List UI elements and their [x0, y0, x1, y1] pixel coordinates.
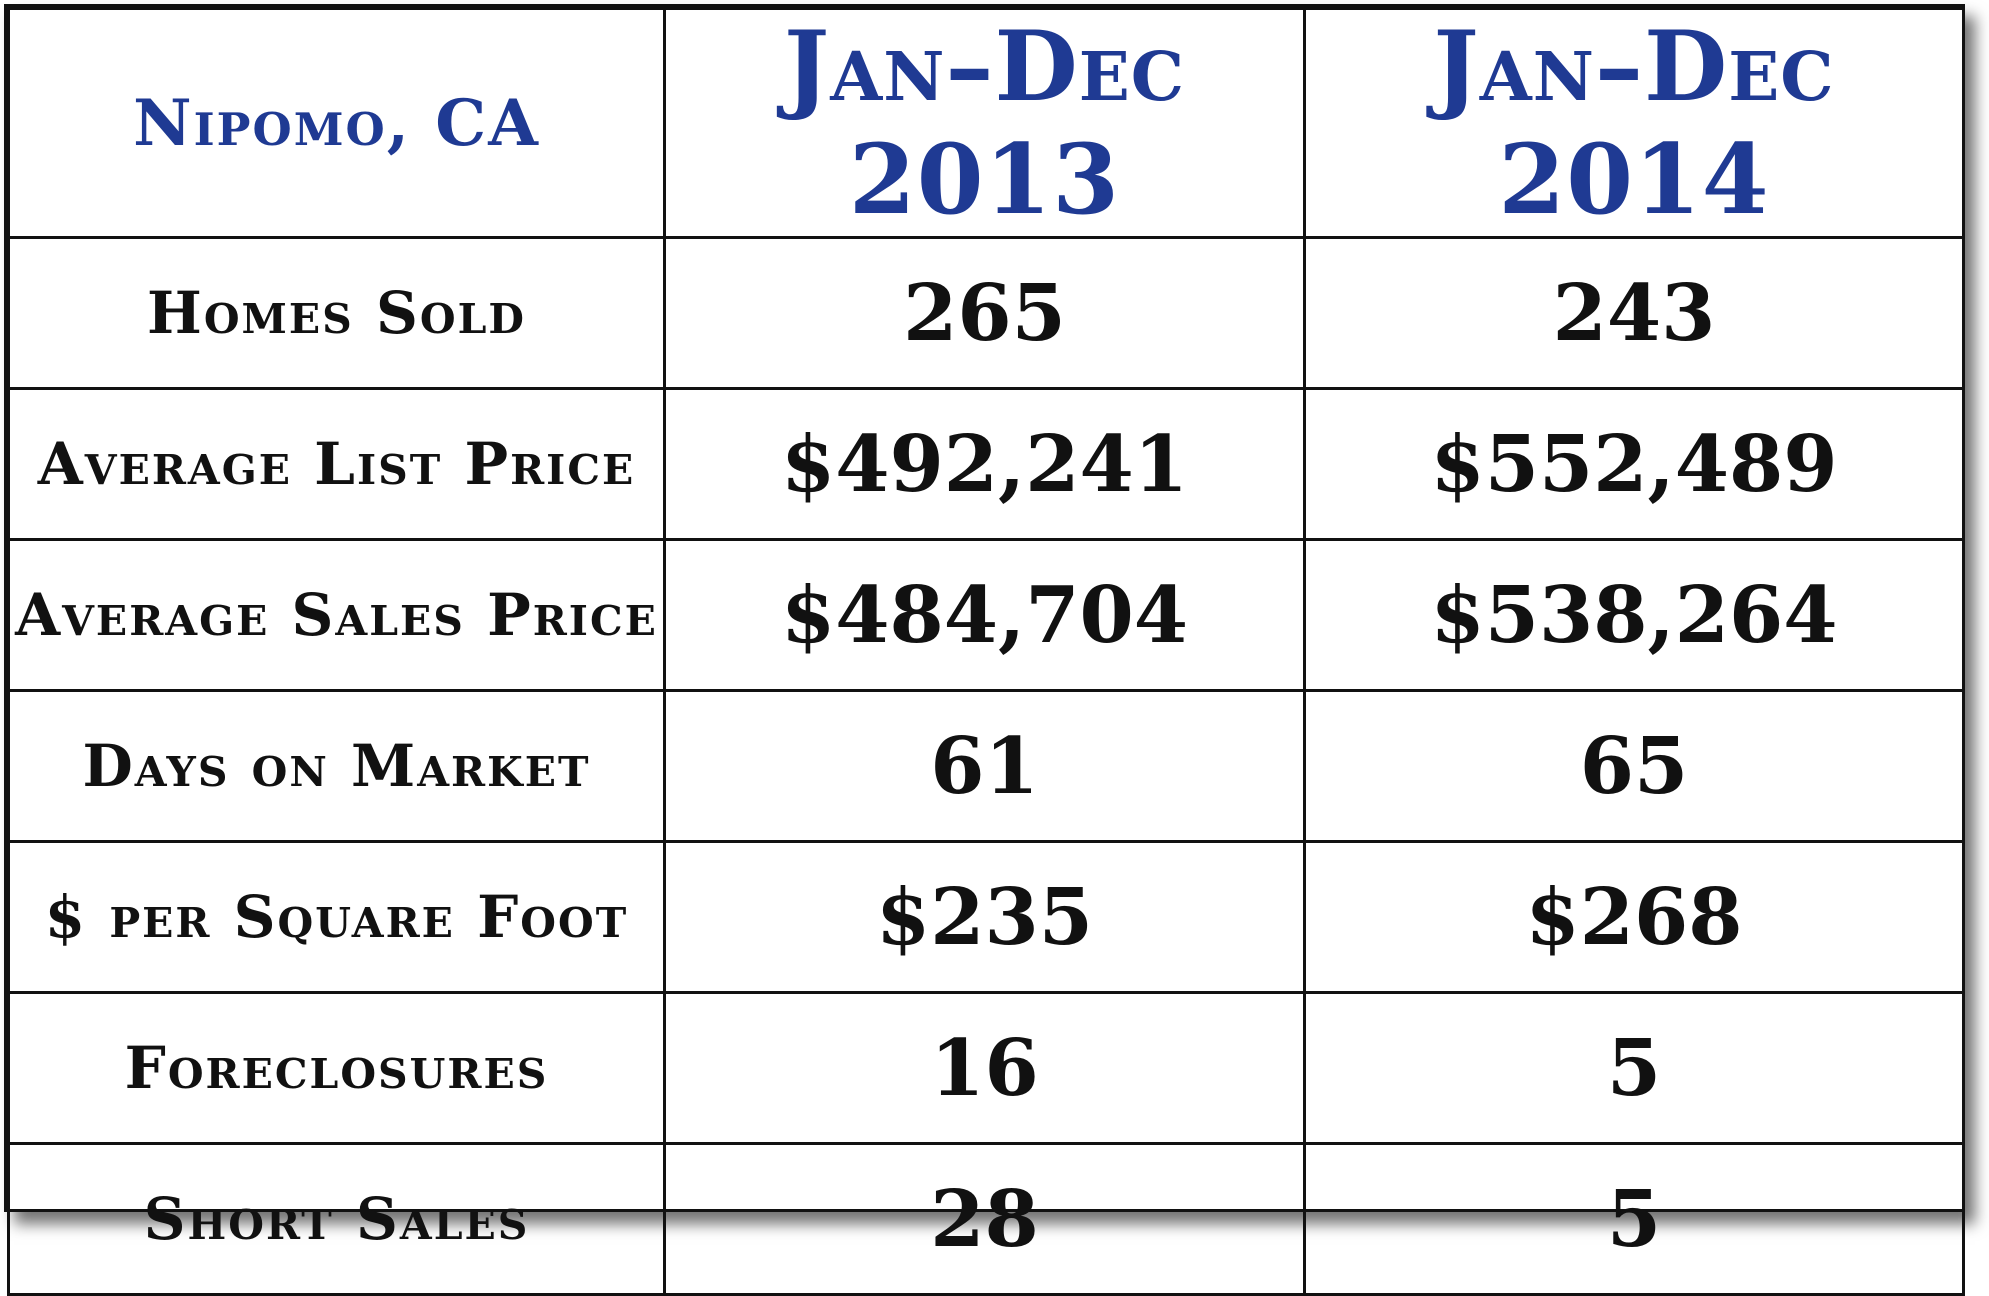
value-2014: 243 [1552, 267, 1716, 359]
value-2014-cell: 5 [1303, 1142, 1965, 1296]
metric-label: Average List Price [37, 430, 636, 498]
value-2013: $492,241 [780, 418, 1189, 510]
metric-label: Homes Sold [147, 279, 526, 347]
period-2013-label: Jan–Dec 2013 [783, 10, 1186, 236]
value-2014-cell: 243 [1303, 236, 1965, 390]
value-2013: $235 [875, 871, 1094, 963]
table-row: Homes Sold 265 243 [7, 236, 1965, 390]
value-2014: 65 [1579, 720, 1689, 812]
metric-label: Average Sales Price [15, 581, 658, 649]
location-header: Nipomo, CA [7, 7, 666, 239]
table-row: Average Sales Price $484,704 $538,264 [7, 538, 1965, 692]
value-2014-cell: $538,264 [1303, 538, 1965, 692]
value-2014: 5 [1606, 1022, 1662, 1114]
table-row: Foreclosures 16 5 [7, 991, 1965, 1145]
value-2013-cell: 28 [663, 1142, 1306, 1296]
value-2014-cell: 5 [1303, 991, 1965, 1145]
market-stats-table-container: Nipomo, CA Jan–Dec 2013 Jan–Dec 2014 Hom… [4, 4, 1965, 1296]
value-2014: $538,264 [1430, 569, 1838, 661]
value-2013: 61 [930, 720, 1039, 812]
metric-label: Days on Market [82, 732, 591, 800]
metric-label: $ per Square Foot [44, 883, 629, 951]
value-2013: 16 [930, 1022, 1039, 1114]
value-2013-cell: 265 [663, 236, 1306, 390]
metric-cell: Foreclosures [7, 991, 666, 1145]
period-2014-header: Jan–Dec 2014 [1303, 7, 1965, 239]
metric-cell: Average List Price [7, 387, 666, 541]
metric-cell: Homes Sold [7, 236, 666, 390]
table-row: Short Sales 28 5 [7, 1142, 1965, 1296]
metric-label: Short Sales [143, 1185, 530, 1253]
value-2014-cell: $552,489 [1303, 387, 1965, 541]
market-stats-table: Nipomo, CA Jan–Dec 2013 Jan–Dec 2014 Hom… [7, 7, 1965, 1296]
value-2014: $268 [1525, 871, 1743, 963]
table-header-row: Nipomo, CA Jan–Dec 2013 Jan–Dec 2014 [7, 7, 1965, 239]
metric-cell: Days on Market [7, 689, 666, 843]
value-2014: $552,489 [1430, 418, 1838, 510]
value-2013: 265 [903, 267, 1066, 359]
metric-cell: Short Sales [7, 1142, 666, 1296]
period-2013-header: Jan–Dec 2013 [663, 7, 1306, 239]
value-2013-cell: $492,241 [663, 387, 1306, 541]
value-2013-cell: 61 [663, 689, 1306, 843]
value-2014-cell: $268 [1303, 840, 1965, 994]
value-2013-cell: $235 [663, 840, 1306, 994]
value-2013: $484,704 [780, 569, 1189, 661]
table-row: Average List Price $492,241 $552,489 [7, 387, 1965, 541]
value-2013: 28 [930, 1173, 1039, 1265]
table-row: Days on Market 61 65 [7, 689, 1965, 843]
value-2014-cell: 65 [1303, 689, 1965, 843]
period-2014-label: Jan–Dec 2014 [1433, 10, 1835, 236]
value-2014: 5 [1606, 1173, 1662, 1265]
table-row: $ per Square Foot $235 $268 [7, 840, 1965, 994]
metric-label: Foreclosures [124, 1034, 549, 1102]
value-2013-cell: 16 [663, 991, 1306, 1145]
metric-cell: $ per Square Foot [7, 840, 666, 994]
value-2013-cell: $484,704 [663, 538, 1306, 692]
location-label: Nipomo, CA [133, 85, 540, 161]
metric-cell: Average Sales Price [7, 538, 666, 692]
